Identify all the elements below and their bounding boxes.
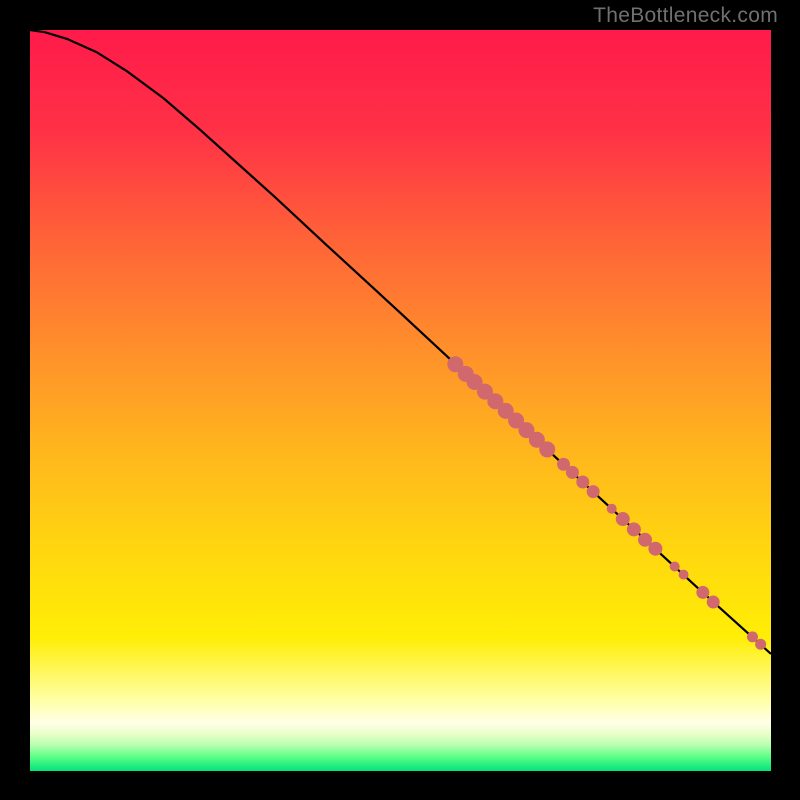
data-marker <box>707 596 720 609</box>
plot-area <box>30 30 771 771</box>
data-marker <box>616 512 630 526</box>
data-marker <box>587 485 600 498</box>
data-marker <box>747 631 758 642</box>
data-marker <box>755 639 766 650</box>
data-marker <box>679 570 689 580</box>
chart-overlay <box>30 30 771 771</box>
data-marker <box>539 441 555 457</box>
data-marker <box>627 522 641 536</box>
data-marker <box>566 466 579 479</box>
watermark-text: TheBottleneck.com <box>593 4 778 28</box>
data-marker <box>648 542 662 556</box>
data-marker <box>670 561 680 571</box>
curve-line <box>30 30 771 654</box>
data-marker <box>576 476 589 489</box>
data-marker <box>607 504 617 514</box>
data-marker <box>696 586 709 599</box>
